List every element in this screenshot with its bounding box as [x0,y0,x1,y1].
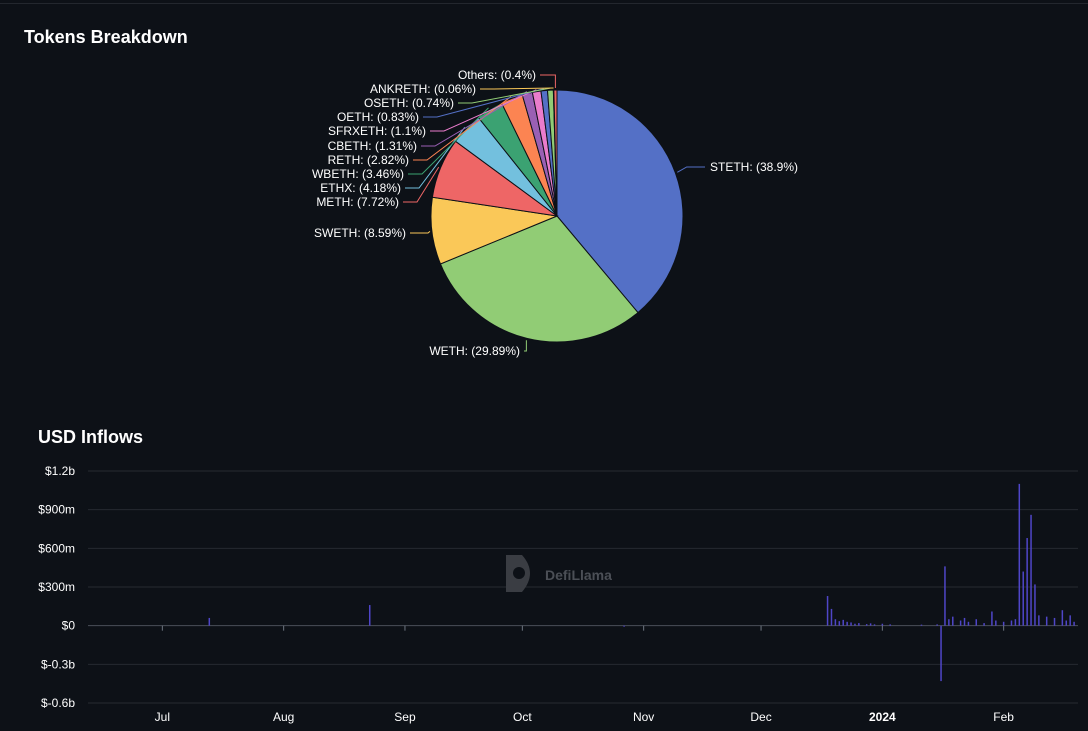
pie-label-ankreth: ANKRETH: (0.06%) [370,82,476,96]
inflow-bar[interactable] [830,608,833,626]
x-tick-label: Feb [993,710,1014,724]
inflow-bar[interactable] [1061,610,1064,626]
inflow-bar[interactable] [368,605,371,626]
inflow-bar[interactable] [1038,615,1040,626]
inflow-bar[interactable] [995,620,997,626]
inflow-bar[interactable] [834,619,837,626]
leader-line-sfrxeth [430,89,537,132]
inflow-bar[interactable] [991,611,993,626]
leader-line-weth [524,340,527,352]
pie-label-steth: STETH: (38.9%) [710,160,798,174]
inflow-bar[interactable] [1018,483,1021,626]
leader-line-ankreth [480,87,554,90]
inflow-bar[interactable] [944,566,946,626]
y-tick-label: $0 [62,619,76,633]
pie-slice-weth[interactable] [439,215,639,343]
tokens-pie-labels: STETH: (38.9%) WETH: (29.89%) SWETH: (8.59… [312,68,798,358]
inflow-bar[interactable] [975,619,978,626]
inflow-bar[interactable] [881,623,884,626]
tokens-breakdown-title: Tokens Breakdown [24,27,188,47]
llama-logo-eye [513,567,525,579]
tokens-pie-chart [430,89,684,343]
pie-label-others: Others: (0.4%) [458,68,536,82]
inflow-bar[interactable] [826,596,829,626]
pie-label-sweth: SWETH: (8.59%) [314,226,406,240]
leader-line-cbeth [421,91,528,147]
inflows-grid [88,470,1078,704]
inflow-bar[interactable] [850,622,852,626]
y-tick-label: $1.2b [45,464,75,478]
leader-line-oeth [423,88,545,118]
x-tick-label: Sep [394,710,416,724]
pie-label-oeth: OETH: (0.83%) [337,110,419,124]
pie-label-reth: RETH: (2.82%) [328,153,409,167]
inflow-bar[interactable] [967,621,970,626]
inflow-bar[interactable] [865,624,868,626]
inflow-bar[interactable] [1030,514,1032,626]
inflow-bar[interactable] [854,623,856,626]
inflow-bar[interactable] [940,625,942,682]
inflows-axes: $1.2b $900m $600m $300m $0 $-0.3b $-0.6b Jul Aug… [38,464,1014,724]
inflow-bar[interactable] [1073,621,1075,626]
inflow-bar[interactable] [1034,584,1036,626]
watermark-text: DefiLlama [545,567,612,583]
pie-slice-others[interactable] [553,89,558,217]
leader-line-steth [677,166,705,173]
leader-line-sweth [410,230,431,234]
inflow-bar[interactable] [959,620,962,626]
inflow-bar[interactable] [858,623,860,626]
pie-label-meth: METH: (7.72%) [316,195,399,209]
pie-label-weth: WETH: (29.89%) [429,344,520,358]
x-tick-label: Nov [633,710,654,724]
inflow-bar[interactable] [1069,615,1071,626]
x-tick-label: 2024 [869,710,896,724]
inflow-bar[interactable] [983,623,985,626]
inflow-bar[interactable] [623,625,625,627]
inflow-bar[interactable] [948,619,950,626]
inflow-bar[interactable] [920,624,923,626]
inflow-bar[interactable] [838,621,841,626]
pie-label-wbeth: WBETH: (3.46%) [312,167,404,181]
inflow-bar[interactable] [873,624,876,626]
inflow-bar[interactable] [1026,538,1028,626]
usd-inflows-title: USD Inflows [38,427,144,447]
y-tick-label: $-0.6b [41,696,75,710]
y-tick-label: $300m [38,580,75,594]
inflow-bar[interactable] [842,619,844,626]
inflow-bar[interactable] [936,624,938,626]
inflows-bar-chart [208,483,1075,682]
inflow-bar[interactable] [889,624,891,626]
inflow-bar[interactable] [1010,620,1013,626]
inflow-bar[interactable] [846,621,848,626]
pie-slice-steth[interactable] [556,89,684,314]
defillama-watermark: DefiLlama [506,555,612,592]
inflow-bar[interactable] [1053,617,1056,626]
inflow-bar[interactable] [1065,620,1068,626]
leader-line-meth [403,166,440,203]
top-divider [0,3,1088,4]
inflow-bar[interactable] [1014,619,1017,626]
y-tick-label: $600m [38,541,75,555]
inflow-bar[interactable] [1022,571,1024,626]
x-tick-label: Oct [513,710,532,724]
inflow-bar[interactable] [208,617,211,626]
leader-line-ethx [405,126,466,189]
pie-label-cbeth: CBETH: (1.31%) [328,139,417,153]
inflow-bar[interactable] [1045,616,1048,626]
y-tick-label: $900m [38,503,75,517]
y-tick-label: $-0.3b [41,657,75,671]
x-tick-label: Dec [750,710,771,724]
inflow-bar[interactable] [963,617,966,626]
leader-line-oseth [458,87,551,104]
inflow-bar[interactable] [1002,621,1005,626]
pie-label-sfrxeth: SFRXETH: (1.1%) [328,124,426,138]
leader-line-others [540,74,556,89]
inflow-bar[interactable] [869,623,872,626]
x-tick-label: Aug [273,710,294,724]
inflow-bar[interactable] [952,616,954,626]
x-tick-label: Jul [155,710,170,724]
pie-label-oseth: OSETH: (0.74%) [364,96,454,110]
pie-label-ethx: ETHX: (4.18%) [320,181,401,195]
